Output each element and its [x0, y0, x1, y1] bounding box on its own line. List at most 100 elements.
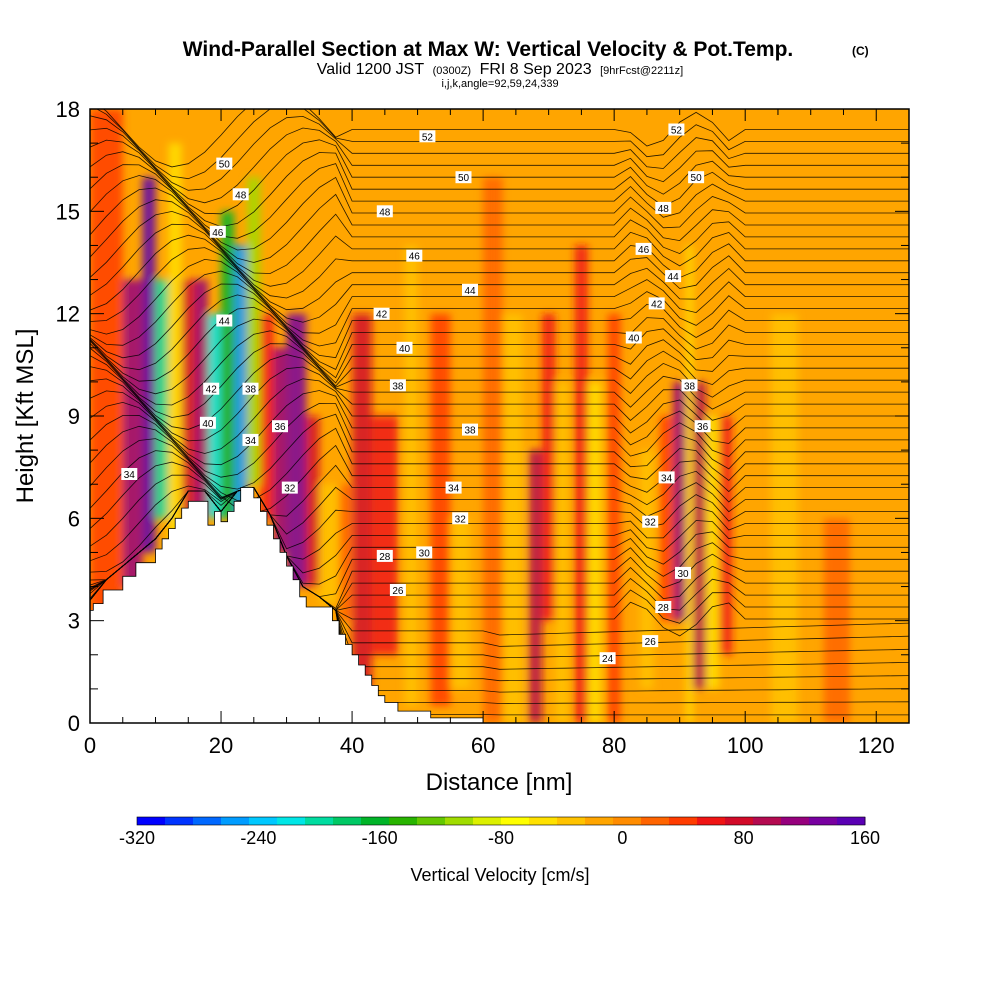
valid-utc: (0300Z) [433, 65, 472, 77]
contour-label: 38 [389, 379, 406, 392]
y-tick-label: 15 [56, 199, 80, 224]
contour-label: 48 [376, 205, 393, 218]
colorbar-tick-label: 0 [617, 828, 627, 848]
colorbar-swatch [473, 817, 502, 825]
contour-label-text: 34 [124, 470, 136, 481]
colorbar-swatch [669, 817, 698, 825]
y-axis-title: Height [Kft MSL] [12, 329, 39, 504]
contour-label: 48 [655, 201, 672, 215]
contour-label: 42 [203, 382, 220, 396]
y-tick-label: 0 [68, 711, 80, 736]
contour-label: 32 [452, 512, 469, 525]
plot-area: 52 52 50 50 50 48 48 48 46 46 46 44 44 44 42 42 42 40 40 40… [90, 109, 909, 723]
contour-label: 48 [232, 188, 249, 201]
x-tick-label: 100 [727, 733, 764, 758]
theta-contour [90, 461, 909, 535]
colorbar-swatch [613, 817, 642, 825]
colorbar-swatch [725, 817, 754, 825]
theta-contour [102, 109, 909, 168]
theta-contour [90, 151, 909, 228]
theta-contour [90, 270, 909, 347]
contour-label: 40 [396, 341, 413, 355]
theta-contour [90, 318, 909, 395]
x-axis-title: Distance [nm] [426, 769, 573, 796]
contour-label: 50 [216, 157, 233, 171]
colorbar-swatch [137, 817, 166, 825]
velocity-cell [823, 518, 850, 723]
theta-contour [90, 366, 909, 442]
colorbar-tick-label: 160 [850, 828, 880, 848]
y-tick-label: 18 [56, 97, 80, 122]
theta-contour [96, 109, 909, 180]
x-tick-label: 20 [209, 733, 233, 758]
theta-contour [90, 175, 909, 251]
velocity-cell [306, 416, 320, 587]
contour-label: 46 [209, 225, 226, 239]
velocity-cell [155, 279, 169, 519]
theta-contour [90, 210, 909, 287]
theta-contour [90, 438, 909, 514]
colorbar-tick-label: -240 [240, 828, 276, 848]
contour-label-text: 38 [684, 381, 696, 392]
colorbar-tick-label: -160 [362, 828, 398, 848]
contour-label: 46 [635, 242, 652, 256]
theta-contour [90, 343, 909, 418]
theta-contour [90, 258, 909, 335]
colorbar-swatch [809, 817, 838, 825]
colorbar-swatch [557, 817, 586, 825]
colorbar: -320 -240 -160 -80 0 80 160 [119, 816, 880, 848]
colorbar-swatch [305, 817, 334, 825]
forecast-info: [9hrFcst@2211z] [600, 65, 683, 77]
contour-label-text: 50 [219, 160, 231, 171]
contour-label-text: 52 [422, 132, 434, 143]
velocity-cell [194, 279, 208, 519]
contour-label: 44 [462, 283, 478, 297]
contour-label-text: 36 [697, 422, 709, 433]
colorbar-swatch [165, 817, 194, 825]
contour-label-text: 44 [464, 286, 476, 297]
contour-label: 24 [599, 652, 616, 665]
valid-time-line: Valid 1200 JST (0300Z) FRI 8 Sep 2023 [9… [317, 61, 683, 78]
colorbar-frame [136, 816, 866, 826]
colorbar-title: Vertical Velocity [cm/s] [410, 865, 589, 885]
contour-label-text: 50 [458, 173, 470, 184]
x-tick-label: 120 [858, 733, 895, 758]
velocity-cell [660, 416, 674, 621]
colorbar-swatch [193, 817, 222, 825]
contour-label-text: 46 [409, 252, 421, 263]
colorbar-swatch [361, 817, 390, 825]
colorbar-swatch [417, 817, 446, 825]
contour-label-text: 28 [379, 552, 391, 563]
contour-label-text: 26 [392, 586, 404, 597]
contour-label: 44 [216, 314, 233, 328]
contour-label: 34 [445, 481, 462, 495]
theta-contour [90, 378, 909, 454]
contour-label: 50 [455, 171, 472, 184]
copyright-mark: (C) [852, 44, 869, 58]
colorbar-swatch [501, 817, 530, 825]
velocity-cell [574, 245, 588, 723]
contour-label: 44 [665, 270, 682, 283]
velocity-cell [529, 450, 543, 723]
contour-label-text: 42 [376, 310, 388, 321]
theta-contour [90, 187, 909, 263]
theta-contour [90, 425, 909, 502]
contour-label-text: 44 [668, 272, 680, 283]
velocity-cell [483, 177, 503, 723]
contour-label-text: 26 [645, 637, 657, 648]
contour-label-text: 46 [638, 245, 650, 256]
contour-label: 42 [648, 297, 665, 310]
contour-label: 40 [625, 331, 642, 345]
theta-contour [90, 294, 909, 371]
contour-label: 50 [688, 171, 705, 184]
contour-label: 34 [242, 433, 259, 447]
terrain-mask [90, 487, 909, 723]
contour-label-text: 28 [658, 603, 670, 614]
contour-label: 52 [419, 130, 436, 143]
theta-contour [90, 330, 909, 406]
contour-label-text: 32 [645, 518, 657, 529]
contour-label-text: 50 [691, 173, 703, 184]
colorbar-tick-label: -320 [119, 828, 155, 848]
contour-label-text: 24 [602, 654, 614, 665]
contour-label: 38 [681, 379, 698, 392]
